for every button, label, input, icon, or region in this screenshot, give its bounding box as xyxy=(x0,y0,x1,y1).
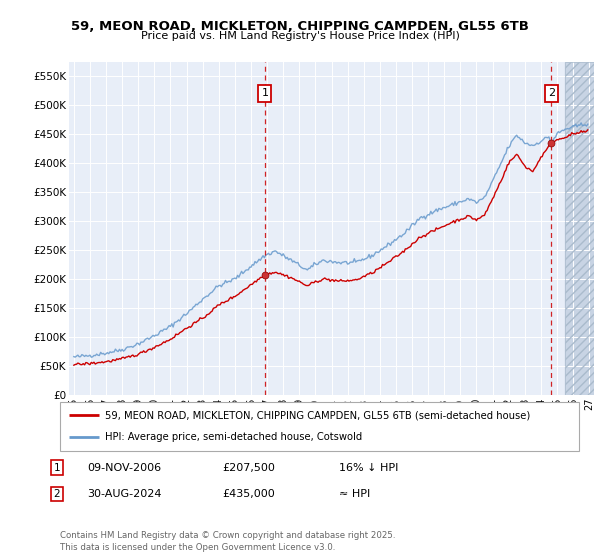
Text: 2: 2 xyxy=(548,88,555,99)
Text: 1: 1 xyxy=(262,88,268,99)
Text: Contains HM Land Registry data © Crown copyright and database right 2025.
This d: Contains HM Land Registry data © Crown c… xyxy=(60,531,395,552)
Text: 09-NOV-2006: 09-NOV-2006 xyxy=(87,463,161,473)
Text: 1: 1 xyxy=(53,463,61,473)
Text: £435,000: £435,000 xyxy=(222,489,275,499)
Text: 2: 2 xyxy=(53,489,61,499)
Text: ≈ HPI: ≈ HPI xyxy=(339,489,370,499)
Text: 16% ↓ HPI: 16% ↓ HPI xyxy=(339,463,398,473)
Bar xyxy=(565,62,597,395)
Text: Price paid vs. HM Land Registry's House Price Index (HPI): Price paid vs. HM Land Registry's House … xyxy=(140,31,460,41)
Text: £207,500: £207,500 xyxy=(222,463,275,473)
Bar xyxy=(565,62,597,395)
Text: 59, MEON ROAD, MICKLETON, CHIPPING CAMPDEN, GL55 6TB (semi-detached house): 59, MEON ROAD, MICKLETON, CHIPPING CAMPD… xyxy=(105,410,530,421)
Text: HPI: Average price, semi-detached house, Cotswold: HPI: Average price, semi-detached house,… xyxy=(105,432,362,442)
Text: 59, MEON ROAD, MICKLETON, CHIPPING CAMPDEN, GL55 6TB: 59, MEON ROAD, MICKLETON, CHIPPING CAMPD… xyxy=(71,20,529,32)
Text: 30-AUG-2024: 30-AUG-2024 xyxy=(87,489,161,499)
